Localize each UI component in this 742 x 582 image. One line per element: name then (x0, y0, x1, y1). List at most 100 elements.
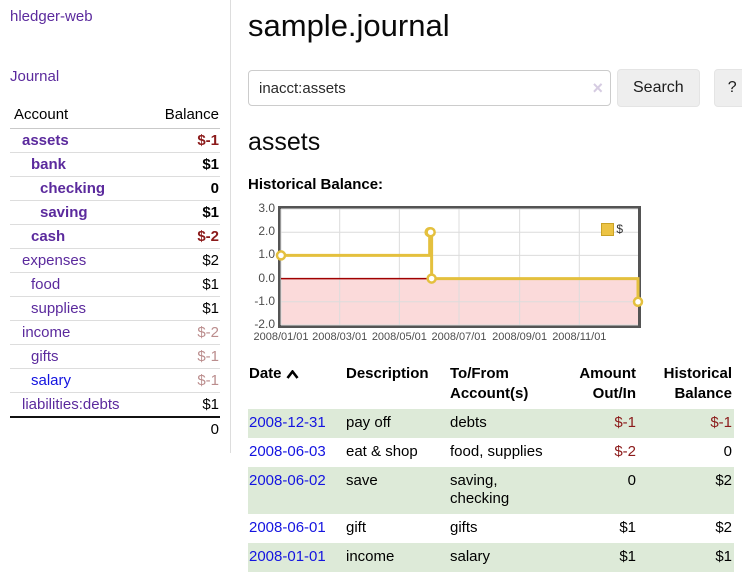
x-tick-label: 2008/09/01 (492, 331, 548, 343)
register-col-date[interactable]: Date (248, 360, 345, 409)
chart-x-axis-labels: 2008/01/01 2008/03/01 2008/05/01 2008/07/01… (253, 328, 641, 345)
y-tick-label: 1.0 (258, 247, 275, 262)
search-input[interactable] (248, 70, 611, 106)
account-balance: $1 (146, 200, 220, 225)
account-row: bank $1 (10, 152, 220, 177)
chart-section-label: Historical Balance: (248, 176, 384, 193)
register-description: gift (346, 519, 367, 536)
brand-link[interactable]: hledger-web (10, 8, 93, 25)
register-description: pay off (345, 409, 449, 438)
account-row: supplies $1 (10, 296, 220, 321)
search-button[interactable]: Search (617, 69, 700, 107)
register-amount: $-1 (561, 409, 638, 438)
account-link[interactable]: supplies (31, 300, 87, 317)
accounts-table: Account Balance assets $-1 bank $1 check… (10, 103, 220, 441)
search-bar: × Search ? (248, 69, 742, 107)
account-link[interactable]: expenses (22, 252, 87, 269)
register-row: 2008-06-02 save saving, checking 0 $2 (248, 466, 734, 514)
search-box: × (248, 70, 611, 106)
clear-search-icon[interactable]: × (592, 78, 603, 98)
account-row: income $-2 (10, 320, 220, 345)
chart-legend: $ (601, 222, 623, 236)
account-balance: $1 (146, 296, 220, 321)
chart-plot-area: $ 2008/01/01 2008/03/01 2008/05/01 2008/07/… (253, 206, 644, 345)
legend-label: $ (616, 222, 623, 236)
x-tick-label: 2008/07/01 (431, 331, 487, 343)
chart-y-axis-labels: 3.0 2.0 1.0 0.0 -1.0 -2.0 (248, 201, 278, 331)
account-balance: $1 (146, 392, 220, 417)
account-balance: $-1 (197, 132, 219, 149)
x-tick-label: 2008/11/01 (552, 331, 607, 343)
register-accounts: debts (449, 409, 561, 438)
page-title: sample.journal (248, 8, 450, 43)
register-date-link[interactable]: 2008-12-31 (249, 414, 326, 431)
register-amount: $-2 (614, 442, 636, 460)
register-balance: 0 (723, 442, 732, 460)
register-balance: $2 (638, 466, 734, 514)
register-date-link[interactable]: 2008-06-01 (249, 519, 326, 536)
account-balance: $1 (146, 272, 220, 297)
chart-canvas (275, 208, 644, 326)
account-row: saving $1 (10, 200, 220, 225)
accounts-header-row: Account Balance (10, 103, 220, 129)
accounts-col-balance: Balance (146, 103, 220, 129)
accounts-col-account: Account (10, 103, 147, 129)
register-date-link[interactable]: 2008-06-02 (249, 471, 326, 489)
account-balance: $-2 (146, 224, 220, 249)
account-balance: $-1 (146, 368, 220, 393)
account-balance: $2 (146, 248, 220, 273)
accounts-total-row: 0 (10, 416, 220, 441)
register-col-amount-out-in: Amount Out/In (579, 365, 636, 402)
register-row: 2008-01-01 income salary $1 $1 (248, 542, 734, 572)
account-link[interactable]: food (31, 276, 61, 293)
x-tick-label: 2008/05/01 (371, 331, 427, 343)
account-balance: $1 (146, 152, 220, 177)
register-row: 2008-06-03 eat & shop food, supplies $-2… (248, 438, 734, 467)
register-balance: $2 (715, 519, 732, 536)
account-balance: 0 (146, 176, 220, 201)
register-accounts: saving, checking (449, 466, 561, 514)
register-accounts: gifts (450, 519, 478, 536)
historical-balance-chart: 3.0 2.0 1.0 0.0 -1.0 -2.0 $ 2008/01/01 2008/03… (248, 201, 742, 345)
register-amount: 0 (561, 466, 638, 514)
account-link[interactable]: bank (31, 156, 67, 173)
register-col-historical-balance: Historical Balance (663, 365, 732, 402)
sort-ascending-icon (285, 369, 299, 379)
register-date-link[interactable]: 2008-01-01 (249, 547, 326, 565)
main-content: sample.journal × Search ? assets Histori… (231, 0, 742, 572)
account-link[interactable]: checking (40, 180, 106, 197)
account-row: expenses $2 (10, 248, 220, 273)
account-row: liabilities:debts $1 (10, 392, 220, 417)
account-link[interactable]: liabilities:debts (22, 396, 120, 413)
x-tick-label: 2008/03/01 (312, 331, 368, 343)
account-link[interactable]: salary (31, 372, 72, 389)
register-accounts: food, supplies (450, 442, 543, 460)
account-balance: $-2 (146, 320, 220, 345)
account-link[interactable]: cash (31, 228, 66, 245)
account-row: checking 0 (10, 176, 220, 201)
x-tick-label: 2008/01/01 (253, 331, 309, 343)
register-balance: $1 (638, 542, 734, 572)
account-link[interactable]: gifts (31, 348, 59, 365)
y-tick-label: 3.0 (258, 201, 275, 215)
register-row: 2008-06-01 gift gifts $1 $2 (248, 514, 734, 543)
register-col-to-from-account-s-: To/From Account(s) (450, 365, 529, 402)
register-header-row: Date Description To/From Account(s) Amount … (248, 360, 734, 409)
register-date-link[interactable]: 2008-06-03 (249, 442, 326, 460)
help-button[interactable]: ? (713, 69, 742, 107)
sidebar-item-journal[interactable]: Journal (10, 68, 60, 85)
legend-swatch-icon (601, 222, 615, 236)
account-link[interactable]: income (22, 324, 71, 341)
account-row: salary $-1 (10, 368, 220, 393)
account-link[interactable]: assets (22, 132, 69, 149)
y-tick-label: -1.0 (254, 293, 275, 308)
register-amount: $1 (561, 542, 638, 572)
account-row: assets $-1 (10, 129, 220, 153)
register-description: save (345, 466, 449, 514)
account-row: food $1 (10, 272, 220, 297)
account-link[interactable]: saving (40, 204, 88, 221)
register-balance: $-1 (638, 409, 734, 438)
accounts-total-balance: 0 (146, 416, 220, 441)
y-tick-label: 0.0 (258, 270, 275, 285)
register-amount: $1 (619, 519, 636, 536)
